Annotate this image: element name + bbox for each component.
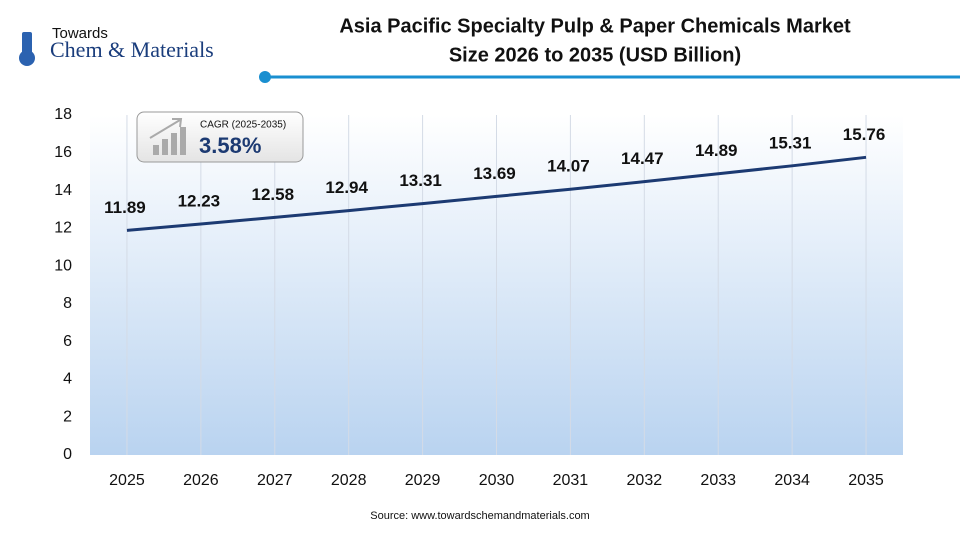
data-label: 12.94 — [325, 178, 368, 197]
data-label: 14.47 — [621, 149, 664, 168]
logo-icon — [22, 32, 32, 54]
cagr-box: CAGR (2025-2035) 3.58% — [136, 111, 304, 163]
title-rule-dot — [259, 71, 271, 83]
y-tick-label: 18 — [54, 106, 72, 123]
cagr-box-frame — [136, 111, 304, 163]
cagr-value: 3.58% — [199, 133, 261, 158]
x-tick-label: 2032 — [627, 472, 663, 489]
cagr-icon — [153, 145, 159, 155]
y-tick-label: 4 — [63, 371, 72, 388]
data-label: 12.23 — [178, 191, 221, 210]
x-tick-label: 2028 — [331, 472, 367, 489]
data-label: 13.31 — [399, 171, 442, 190]
y-tick-label: 6 — [63, 333, 72, 350]
cagr-icon — [162, 139, 168, 155]
data-label: 14.07 — [547, 157, 590, 176]
logo-icon — [19, 50, 35, 66]
y-tick-label: 0 — [63, 446, 72, 463]
cagr-icon — [149, 118, 183, 139]
x-tick-label: 2034 — [774, 472, 810, 489]
y-tick-label: 2 — [63, 408, 72, 425]
logo-top: Towards — [52, 25, 108, 42]
y-tick-label: 10 — [54, 257, 72, 274]
source: Source: www.towardschemandmaterials.com — [370, 510, 589, 522]
cagr-icon — [171, 133, 177, 155]
chart-title: Asia Pacific Specialty Pulp & Paper Chem… — [339, 15, 851, 37]
grid — [126, 115, 867, 455]
x-tick-label: 2025 — [109, 472, 145, 489]
data-label: 12.58 — [251, 185, 294, 204]
y-tick-label: 8 — [63, 295, 72, 312]
logo-name: Chem & Materials — [50, 37, 214, 62]
x-tick-label: 2030 — [479, 472, 515, 489]
y-tick-label: 12 — [54, 220, 72, 237]
x-tick-label: 2033 — [700, 472, 736, 489]
data-label: 14.89 — [695, 141, 738, 160]
data-label: 15.31 — [769, 133, 812, 152]
marks: 11.89 12.23 12.58 12.94 13.31 13.69 14.07 14.47… — [104, 125, 886, 232]
x-tick-label: 2026 — [183, 472, 219, 489]
cagr-label: CAGR (2025-2035) — [200, 120, 286, 131]
data-label: 15.76 — [843, 125, 886, 144]
line — [126, 155, 867, 232]
cagr-icon — [180, 127, 186, 155]
y-tick-label: 16 — [54, 144, 72, 161]
x-tick-label: 2031 — [553, 472, 589, 489]
y-tick-label: 14 — [54, 182, 72, 199]
logo: Towards Chem & Materials — [19, 25, 214, 66]
data-label: 11.89 — [104, 198, 146, 217]
chart-title: Size 2026 to 2035 (USD Billion) — [449, 44, 741, 66]
x-tick-label: 2029 — [405, 472, 441, 489]
x-tick-label: 2027 — [257, 472, 293, 489]
data-label: 13.69 — [473, 164, 516, 183]
x-tick-label: 2035 — [848, 472, 884, 489]
